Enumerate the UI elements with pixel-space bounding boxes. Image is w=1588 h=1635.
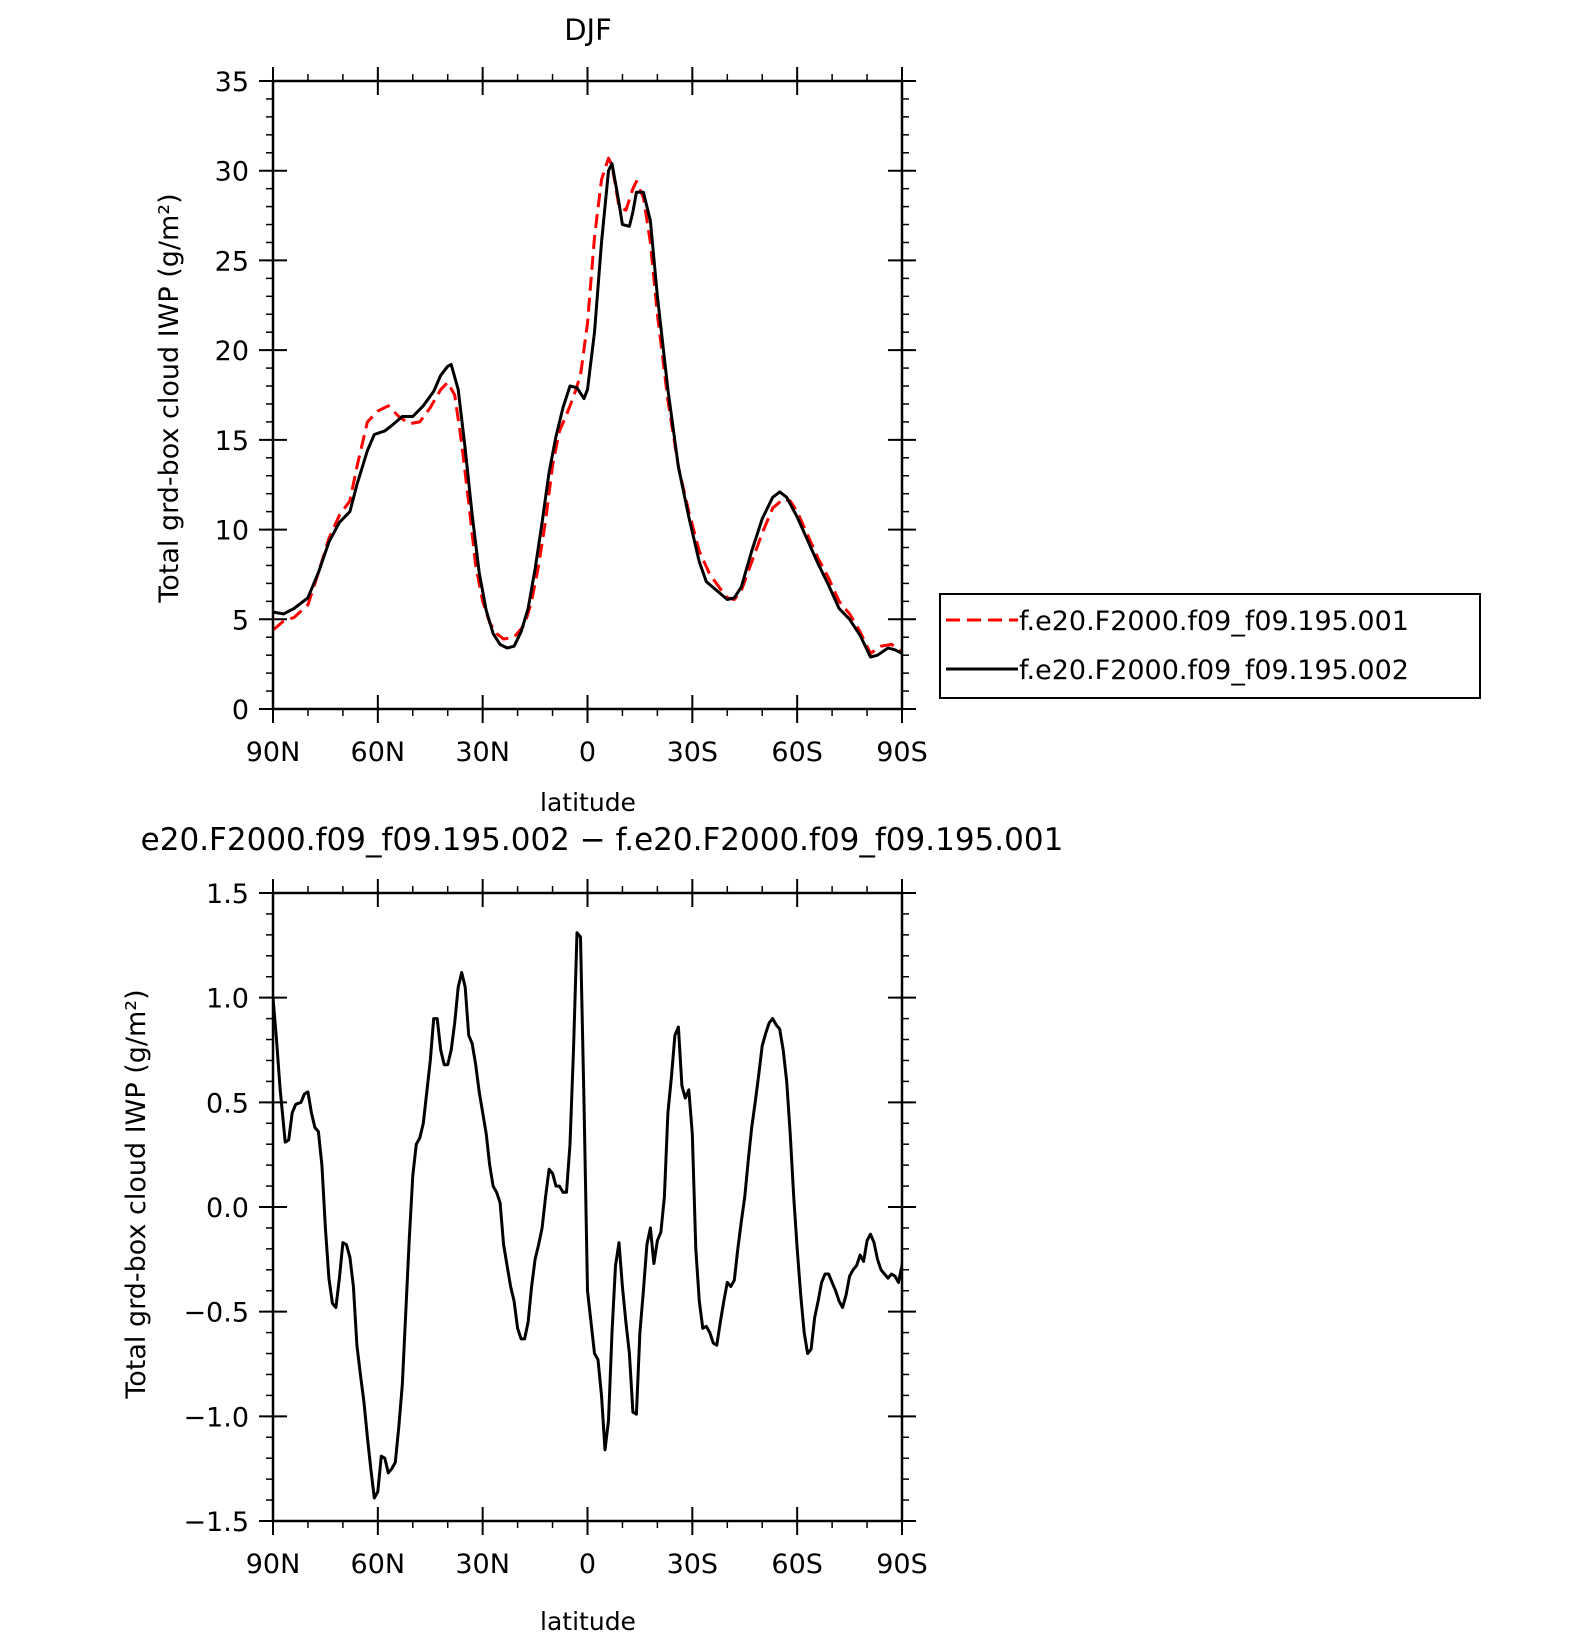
x-tick-label: 0 [579,1549,596,1580]
y-tick-label: 10 [215,516,249,547]
top-x-axis-label: latitude [540,788,636,817]
legend-box [939,593,1481,699]
x-tick-label: 60S [771,737,823,768]
y-tick-label: 35 [215,67,249,98]
top-panel: DJF Total grd-box cloud IWP (g/m²) latit… [154,13,928,817]
y-tick-label: −1.5 [183,1507,249,1538]
y-tick-label: 25 [215,246,249,277]
bottom-plot-frame [271,891,904,1523]
y-tick-label: 5 [232,605,249,636]
bottom-y-axis-label: Total grd-box cloud IWP (g/m²) [121,989,152,1399]
y-tick-label: 20 [215,336,249,367]
x-tick-label: 90N [246,1549,301,1580]
x-tick-label: 60N [351,737,406,768]
top-series-line-1 [273,156,902,655]
top-x-tick-labels: 90N 60N 30N 0 30S 60S 90S [246,737,928,768]
y-tick-label: 0 [232,695,249,726]
y-tick-label: 30 [215,157,249,188]
y-tick-label: −0.5 [183,1298,249,1329]
x-tick-label: 90S [876,737,928,768]
top-plot-ticks [259,67,916,723]
x-tick-label: 30S [667,1549,719,1580]
top-y-tick-labels: 0 5 10 15 20 25 30 35 [215,67,249,726]
x-tick-label: 30S [667,737,719,768]
legend: f.e20.F2000.f09_f09.195.001 f.e20.F2000.… [939,593,1481,699]
bottom-panel: e20.F2000.f09_f09.195.002 − f.e20.F2000.… [121,822,1063,1635]
top-series-lines [273,156,902,659]
bottom-series-lines [273,931,902,1500]
bottom-y-tick-labels: −1.5 −1.0 −0.5 0.0 0.5 1.0 1.5 [183,879,249,1538]
x-tick-label: 90N [246,737,301,768]
bottom-plot-ticks [259,879,916,1535]
x-tick-label: 60S [771,1549,823,1580]
top-plot-frame [271,79,904,711]
bottom-x-axis-label: latitude [540,1607,636,1635]
x-tick-label: 60N [351,1549,406,1580]
x-tick-label: 0 [579,737,596,768]
bottom-x-tick-labels: 90N 60N 30N 0 30S 60S 90S [246,1549,928,1580]
legend-label-001: f.e20.F2000.f09_f09.195.001 [1019,606,1409,637]
bottom-chart-title: e20.F2000.f09_f09.195.002 − f.e20.F2000.… [141,822,1064,858]
x-tick-label: 90S [876,1549,928,1580]
top-series-line-2 [273,162,902,659]
x-tick-label: 30N [455,737,510,768]
bottom-series-line-1 [273,931,902,1500]
top-y-axis-label: Total grd-box cloud IWP (g/m²) [154,193,185,603]
y-tick-label: 0.0 [206,1193,249,1224]
y-tick-label: 1.0 [206,984,249,1015]
legend-label-002: f.e20.F2000.f09_f09.195.002 [1019,655,1409,686]
y-tick-label: 0.5 [206,1088,249,1119]
top-chart-title: DJF [564,13,612,47]
y-tick-label: −1.0 [183,1402,249,1433]
y-tick-label: 1.5 [206,879,249,910]
y-tick-label: 15 [215,426,249,457]
x-tick-label: 30N [455,1549,510,1580]
